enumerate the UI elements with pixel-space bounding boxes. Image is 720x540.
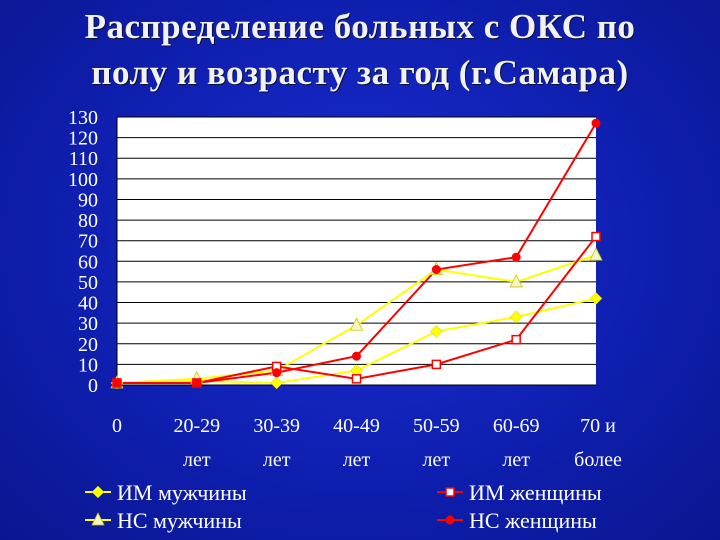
x-tick-label: 60-69	[493, 415, 540, 437]
data-point	[349, 317, 364, 331]
legend-item: ИМ мужчины	[85, 480, 247, 505]
x-tick-label: лет	[502, 449, 530, 471]
x-tick-label: лет	[343, 449, 371, 471]
y-tick-label: 120	[68, 128, 98, 150]
x-tick-label: 20-29	[173, 415, 220, 437]
chart-title: Распределение больных с ОКС по полу и во…	[0, 4, 720, 96]
data-point	[509, 310, 523, 324]
y-tick-label: 30	[78, 313, 98, 335]
x-tick-label: лет	[423, 449, 451, 471]
legend-item: НС женщины	[437, 508, 597, 533]
data-point	[589, 292, 603, 305]
title-line-2: полу и возрасту за год (г.Самара)	[91, 53, 629, 92]
legend-marker	[445, 487, 455, 497]
y-tick-label: 80	[78, 210, 98, 232]
legend-item: НС мужчины	[85, 508, 242, 533]
x-tick-label: 40-49	[333, 415, 380, 437]
y-tick-label: 60	[78, 251, 98, 273]
data-point	[591, 118, 601, 128]
legend-label: ИМ мужчины	[117, 480, 247, 505]
y-tick-label: 90	[78, 189, 98, 211]
data-point	[511, 252, 521, 262]
x-tick-label: 70 и	[580, 415, 616, 437]
data-point	[509, 274, 523, 288]
x-tick-label: лет	[263, 449, 291, 471]
data-point	[511, 334, 521, 345]
x-tick-label: более	[574, 449, 622, 471]
legend-label: НС мужчины	[117, 508, 242, 533]
legend-marker	[91, 485, 105, 499]
data-point	[589, 247, 603, 261]
y-tick-label: 40	[78, 293, 98, 315]
data-point	[429, 325, 443, 338]
data-point	[591, 231, 601, 242]
legend-label: НС женщины	[469, 508, 597, 533]
y-tick-label: 10	[78, 354, 98, 376]
x-tick-label: 0	[112, 415, 122, 437]
legend-marker	[91, 512, 105, 526]
y-tick-label: 0	[88, 375, 98, 397]
y-tick-label: 50	[78, 272, 98, 294]
data-point	[192, 378, 202, 388]
data-point	[270, 376, 284, 390]
data-point	[112, 378, 122, 388]
data-point	[431, 265, 441, 275]
legend-marker	[445, 515, 455, 525]
x-tick-label: 50-59	[413, 415, 460, 437]
y-tick-label: 100	[68, 169, 98, 191]
data-point	[272, 368, 282, 378]
data-point	[351, 374, 362, 384]
x-tick-label: 30-39	[253, 415, 300, 437]
data-point	[431, 359, 442, 370]
title-line-1: Распределение больных с ОКС по	[84, 7, 636, 46]
plot-area	[117, 117, 596, 385]
y-tick-label: 70	[78, 231, 98, 253]
data-point	[352, 351, 361, 361]
y-tick-label: 130	[68, 107, 98, 129]
y-tick-label: 20	[78, 334, 98, 356]
legend-item: ИМ женщины	[437, 480, 602, 505]
legend-label: ИМ женщины	[469, 480, 602, 505]
y-tick-label: 110	[69, 148, 98, 170]
x-tick-label: лет	[183, 449, 211, 471]
